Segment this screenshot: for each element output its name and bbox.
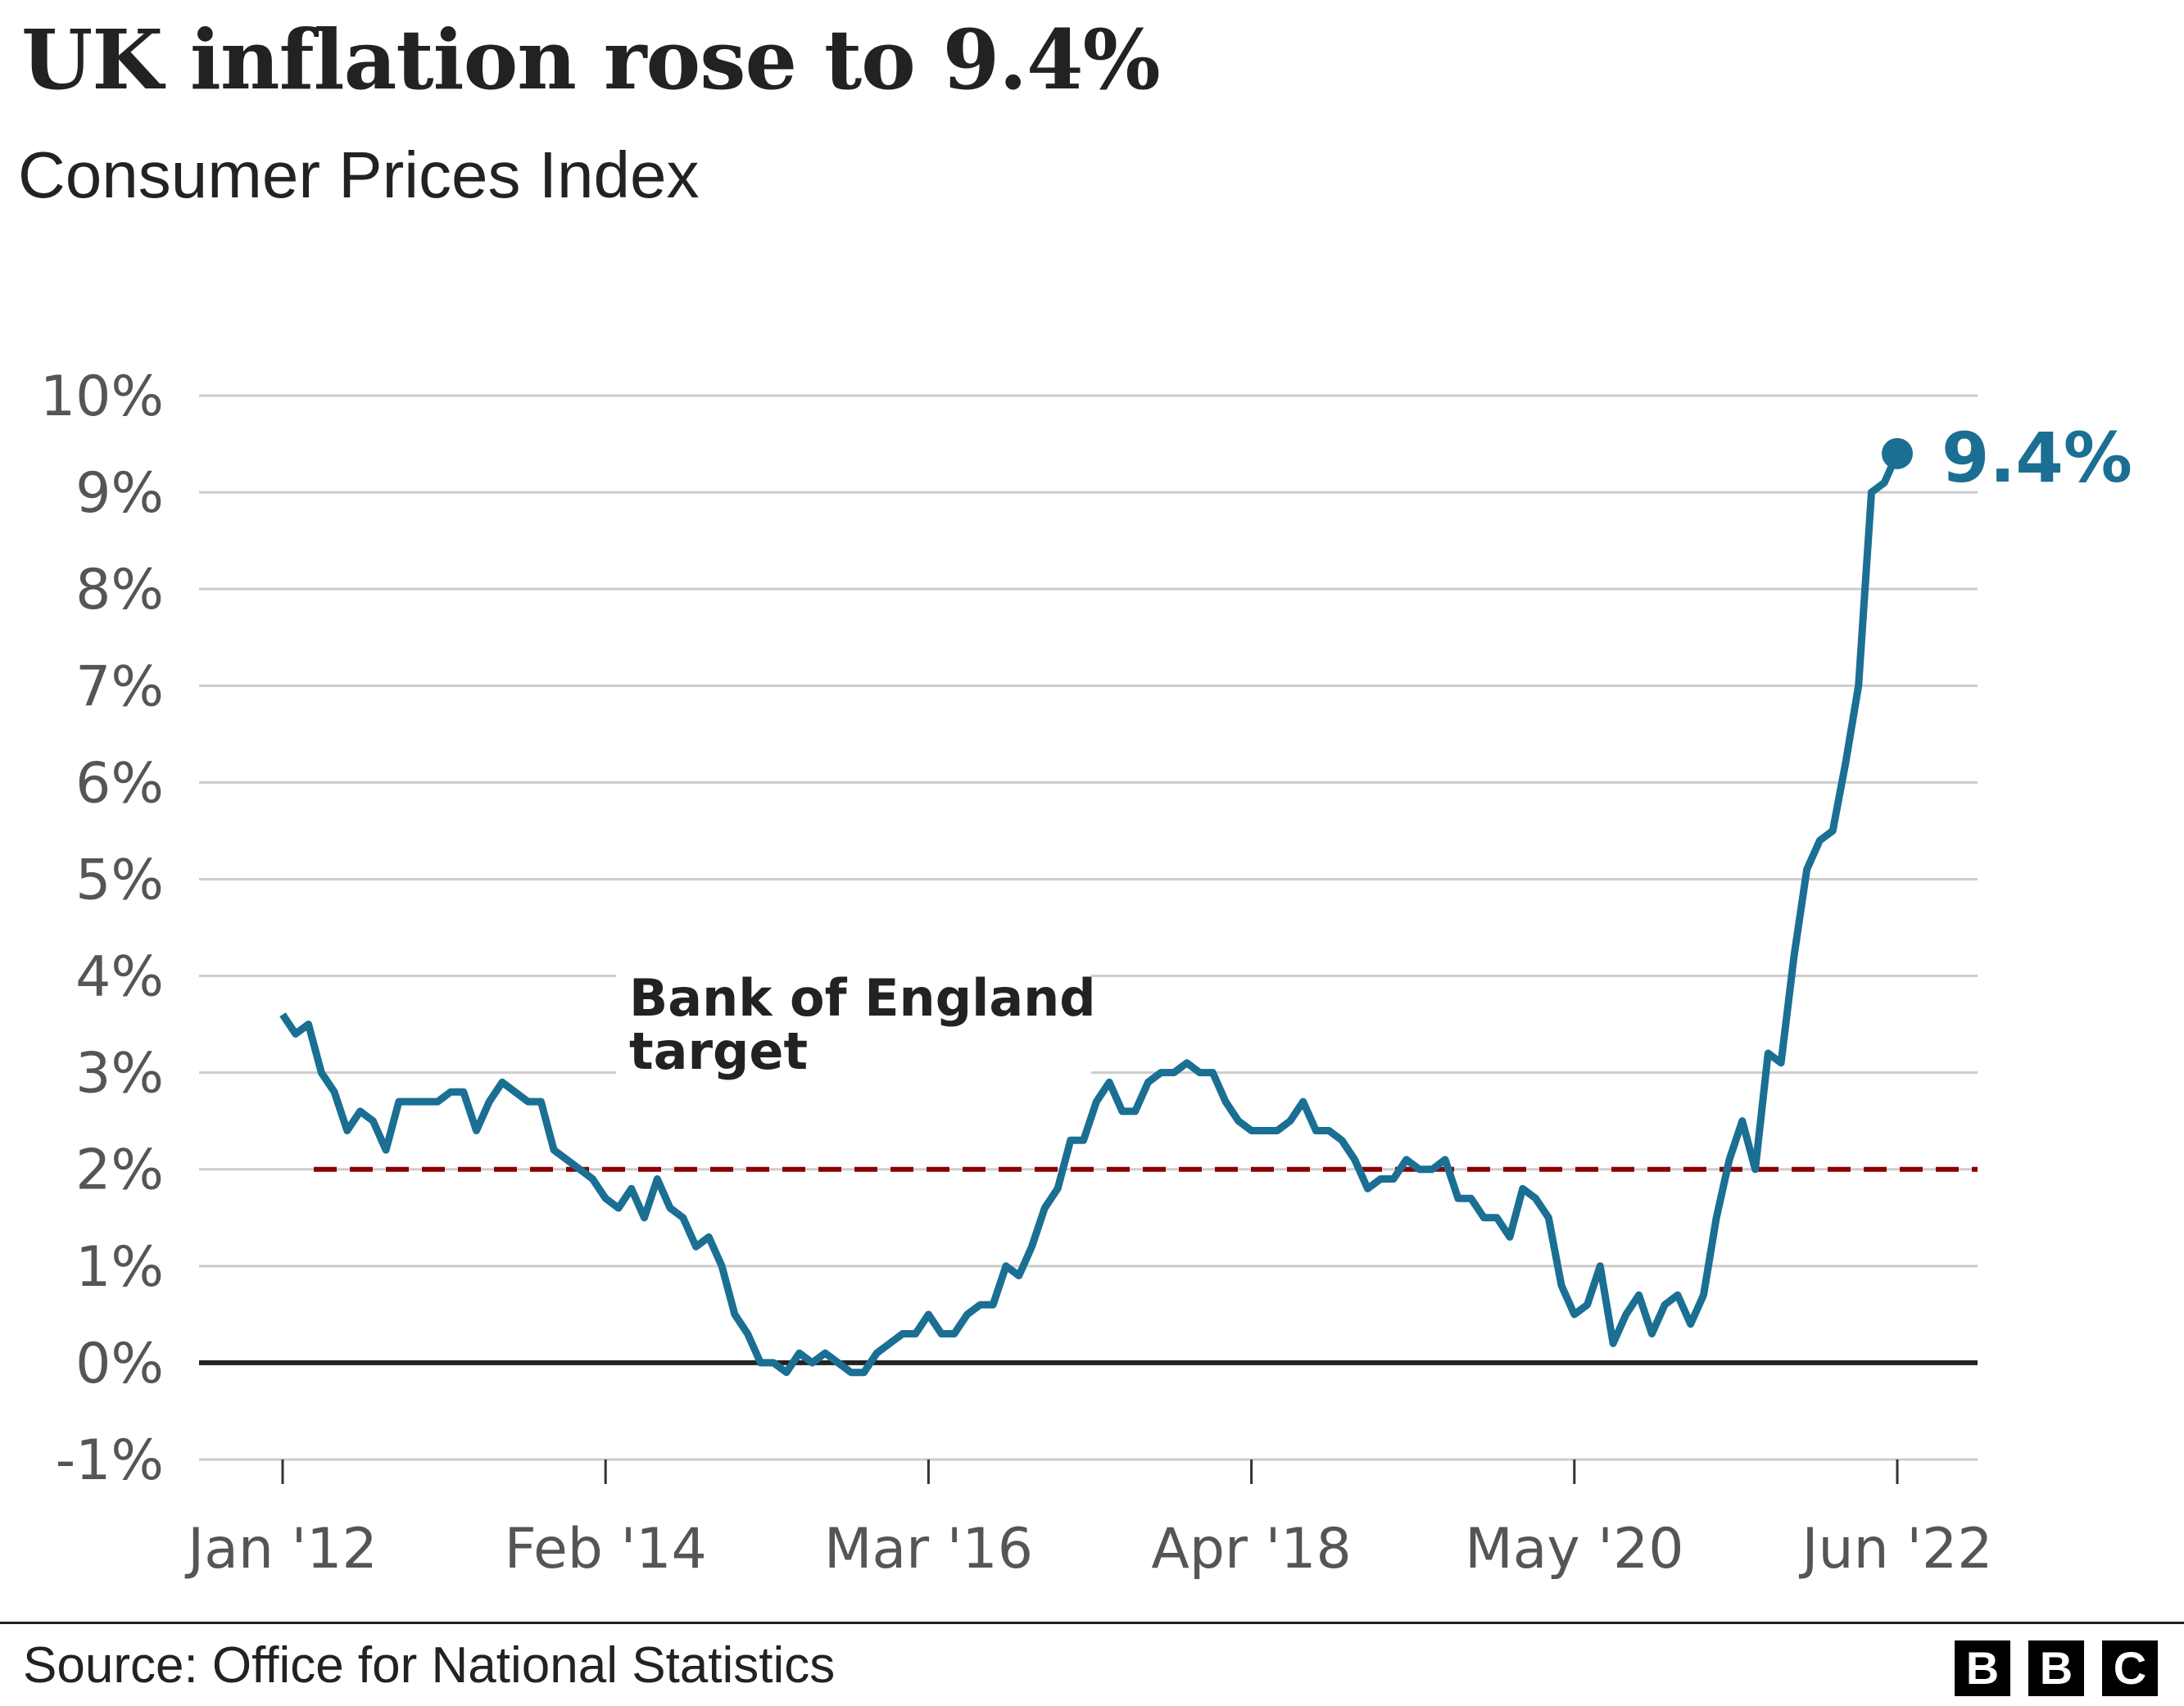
- bbc-logo-c: C: [2102, 1640, 2158, 1696]
- y-tick-label: 6%: [75, 751, 164, 816]
- gridlines: [199, 394, 1978, 1461]
- x-tick-label: Feb '14: [505, 1517, 707, 1582]
- y-tick-label: 3%: [75, 1042, 164, 1106]
- x-tick-label: May '20: [1465, 1517, 1683, 1582]
- footer-divider: [0, 1622, 2184, 1624]
- end-value-label: 9.4%: [1942, 418, 2132, 498]
- x-tick-label: Jun '22: [1798, 1517, 1992, 1582]
- source-note: Source: Office for National Statistics: [23, 1637, 836, 1694]
- series-line-cpi: [279, 452, 1901, 1377]
- y-tick-label: 0%: [75, 1332, 164, 1396]
- chart-subtitle: Consumer Prices Index: [18, 138, 700, 211]
- x-axis-ticks: Jan '12 Feb '14 Mar '16 Apr '18 May '20 Jun '…: [184, 1459, 1993, 1582]
- y-tick-label: 9%: [75, 461, 164, 526]
- annotation-background: [616, 966, 1091, 1081]
- y-tick-label: 2%: [75, 1138, 164, 1203]
- bbc-logo-b1: B: [1955, 1640, 2010, 1696]
- y-axis-ticks: -1% 0% 1% 2% 3% 4% 5% 6% 7% 8% 9% 10%: [40, 364, 164, 1493]
- x-tick-label: Jan '12: [184, 1517, 378, 1582]
- y-tick-label: 4%: [75, 945, 164, 1010]
- target-label-line2: target: [629, 1021, 808, 1081]
- end-point-marker: [1882, 437, 1913, 469]
- x-tick-label: Mar '16: [824, 1517, 1033, 1582]
- chart-title: UK inflation rose to 9.4%: [21, 11, 1161, 108]
- y-tick-label: 5%: [75, 848, 164, 912]
- y-tick-label: 10%: [40, 364, 164, 429]
- y-tick-label: 1%: [75, 1235, 164, 1300]
- x-tick-label: Apr '18: [1151, 1517, 1351, 1582]
- bbc-logo-b2: B: [2028, 1640, 2084, 1696]
- target-label-line1: Bank of England: [629, 968, 1096, 1028]
- y-tick-label: 7%: [75, 654, 164, 719]
- y-tick-label: 8%: [75, 558, 164, 622]
- y-tick-label: -1%: [56, 1428, 164, 1493]
